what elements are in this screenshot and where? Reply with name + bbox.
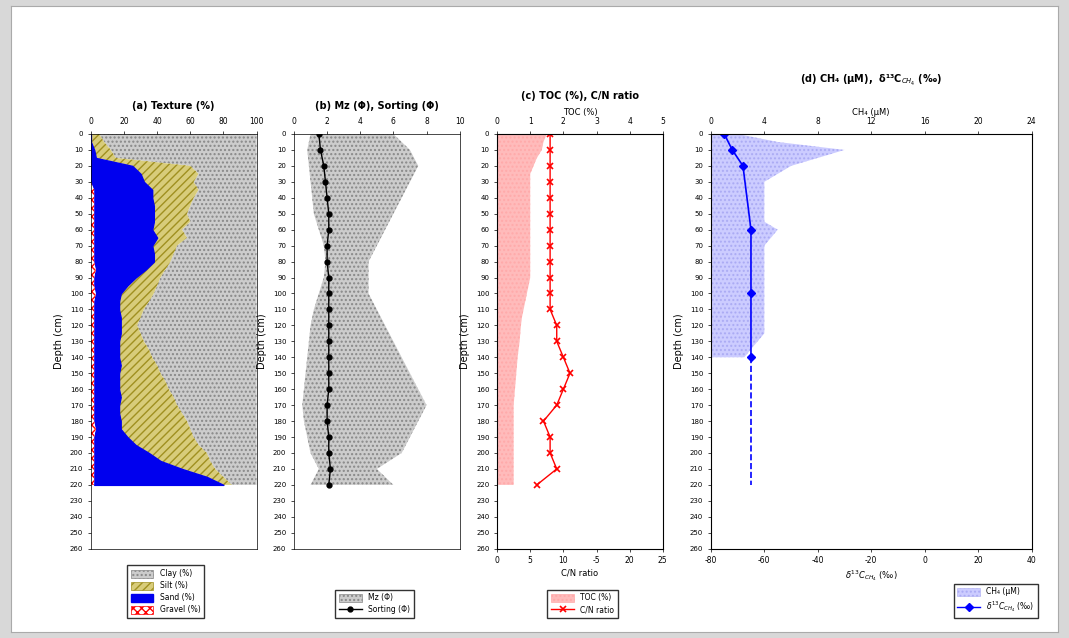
X-axis label: TOC (%): TOC (%) [562,108,598,117]
Legend: TOC (%), C/N ratio: TOC (%), C/N ratio [547,590,618,618]
Title: (a) Texture (%): (a) Texture (%) [133,101,215,111]
X-axis label: C/N ratio: C/N ratio [561,568,599,577]
Y-axis label: Depth (cm): Depth (cm) [675,313,684,369]
Title: (b) Mz (Φ), Sorting (Φ): (b) Mz (Φ), Sorting (Φ) [315,101,438,111]
Y-axis label: Depth (cm): Depth (cm) [258,313,267,369]
Title: (c) TOC (%), C/N ratio: (c) TOC (%), C/N ratio [521,91,639,101]
X-axis label: CH₄ (μM): CH₄ (μM) [852,108,890,117]
Legend: CH₄ (μM), $\delta^{13}C_{CH_4}$ (‰): CH₄ (μM), $\delta^{13}C_{CH_4}$ (‰) [954,584,1038,618]
X-axis label: $\delta^{13}C_{CH_4}$ (‰): $\delta^{13}C_{CH_4}$ (‰) [845,568,898,583]
Title: (d) CH₄ (μM),  δ¹³C$_{CH_4}$ (‰): (d) CH₄ (μM), δ¹³C$_{CH_4}$ (‰) [801,73,942,87]
Y-axis label: Depth (cm): Depth (cm) [55,313,64,369]
Y-axis label: Depth (cm): Depth (cm) [461,313,470,369]
Legend: Clay (%), Silt (%), Sand (%), Gravel (%): Clay (%), Silt (%), Sand (%), Gravel (%) [127,565,204,618]
Legend: Mz (Φ), Sorting (Φ): Mz (Φ), Sorting (Φ) [336,590,414,618]
